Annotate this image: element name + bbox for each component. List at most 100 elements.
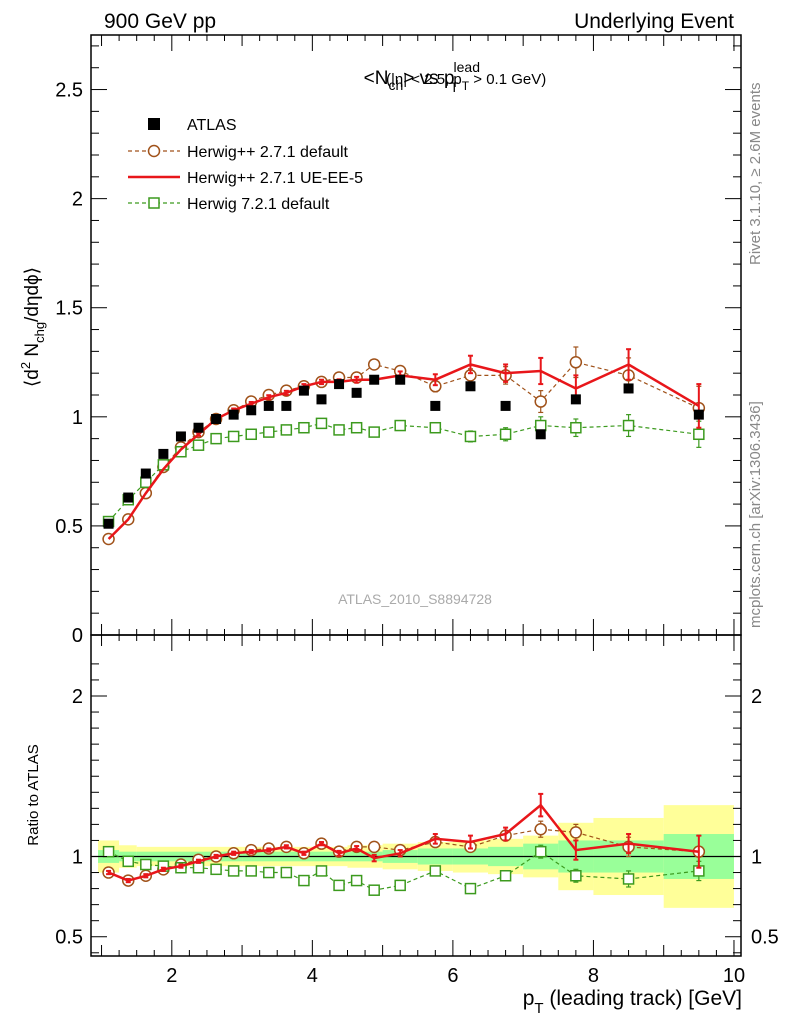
data-point (465, 381, 476, 392)
point-marker (464, 882, 477, 895)
x-tick-label: 8 (588, 965, 599, 987)
point-marker (394, 879, 406, 892)
point-marker (122, 855, 134, 868)
point-marker (367, 840, 381, 854)
series-line (108, 803, 699, 882)
y-tick-label: 1.5 (55, 298, 83, 320)
data-point (369, 374, 380, 385)
legend-label: Herwig 7.2.1 default (187, 196, 330, 213)
point-marker (350, 421, 363, 434)
point-marker (245, 428, 257, 441)
point-marker (693, 428, 705, 441)
data-point (334, 379, 345, 390)
main-title: <Nch> vs plead T (364, 59, 480, 95)
data-point (193, 422, 204, 433)
y-tick-label: 2.5 (55, 80, 83, 102)
legend-label: Herwig++ 2.7.1 default (187, 144, 349, 161)
point-marker (315, 417, 328, 430)
point-marker (298, 874, 310, 887)
ratio-axis: 2 4 6 8 10 0.5 0.5 1 1 2 2 (55, 635, 779, 987)
point-marker (622, 419, 635, 432)
data-point (123, 492, 134, 503)
data-point (351, 387, 362, 398)
point-marker (367, 358, 381, 371)
x-tick-label: 10 (723, 965, 745, 987)
y-tick-label: 2 (72, 189, 83, 211)
data-point (140, 468, 151, 479)
y-tick-label-right: 1 (751, 846, 762, 868)
data-point (395, 374, 406, 385)
main-marks (102, 346, 706, 546)
y-tick-label: 1 (72, 846, 83, 868)
point-marker (210, 863, 222, 876)
data-point (263, 400, 274, 411)
legend-item: ATLAS (148, 117, 237, 134)
point-marker (148, 197, 160, 209)
data-point (535, 429, 546, 440)
point-marker (263, 426, 275, 438)
series-herwig-ueee5 (106, 792, 702, 884)
point-marker (534, 419, 547, 432)
point-marker (622, 873, 635, 885)
y-tick-label: 0.5 (55, 927, 83, 949)
data-point (298, 385, 309, 396)
point-marker (569, 826, 583, 839)
data-point (211, 414, 222, 424)
main-ylabel: ⟨d2 Nchg/dηdϕ⟩ (18, 267, 47, 387)
point-marker (315, 865, 328, 877)
data-point (246, 405, 257, 416)
x-tick-label: 6 (447, 965, 458, 987)
series-line (107, 363, 700, 540)
point-marker (499, 428, 512, 441)
series-data (103, 374, 704, 529)
point-marker (570, 870, 582, 882)
point-marker (210, 432, 222, 445)
data-point (103, 518, 114, 529)
x-axis-label: pT (leading track) [GeV] (523, 987, 742, 1017)
data-point (158, 448, 169, 459)
data-point (623, 383, 634, 394)
y-tick-label: 0 (72, 625, 83, 647)
point-marker (570, 421, 582, 434)
point-marker (245, 865, 257, 877)
point-marker (192, 439, 205, 451)
point-marker (429, 421, 442, 434)
point-marker (140, 858, 152, 871)
ratio-panel: 2 4 6 8 10 0.5 0.5 1 1 2 2 Ratio to ATLAS pT (lead… (25, 634, 779, 1017)
data-point (500, 400, 511, 411)
legend-marker (148, 118, 160, 130)
collision-label: 900 GeV pp (104, 10, 216, 33)
point-marker (298, 421, 310, 434)
point-marker (534, 845, 547, 858)
legend-item: Herwig 7.2.1 default (128, 196, 330, 213)
point-marker (368, 884, 380, 896)
y-tick-label: 1 (72, 407, 83, 429)
point-marker (147, 144, 161, 158)
mcplots-label: mcplots.cern.ch [arXiv:1306.3436] (747, 401, 764, 628)
data-point (281, 400, 292, 411)
x-tick-label: 2 (166, 965, 177, 987)
y-tick-label: 2 (72, 686, 83, 708)
data-point (175, 431, 186, 442)
data-point (570, 394, 581, 405)
point-marker (333, 879, 345, 892)
point-marker (280, 424, 293, 436)
x-tick-label: 4 (307, 965, 318, 987)
legend-item: Herwig++ 2.7.1 UE-EE-5 (128, 170, 363, 187)
y-tick-label-right: 2 (751, 686, 762, 708)
main-title-cuts: (|η| < 2.5, pT > 0.1 GeV) (386, 71, 546, 93)
point-marker (263, 866, 275, 879)
point-marker (102, 845, 115, 858)
legend-label: ATLAS (187, 117, 237, 134)
legend-item: Herwig++ 2.7.1 default (128, 144, 349, 161)
point-marker (534, 822, 547, 836)
legend: ATLAS Herwig++ 2.7.1 default Herwig++ 2.7.… (128, 117, 363, 213)
point-marker (368, 426, 380, 438)
point-marker (192, 861, 205, 874)
ratio-frame (90, 634, 742, 957)
series-herwig7 (102, 414, 705, 528)
point-marker (350, 874, 363, 887)
rivet-label: Rivet 3.1.10, ≥ 2.6M events (747, 83, 764, 266)
point-marker (429, 865, 442, 877)
